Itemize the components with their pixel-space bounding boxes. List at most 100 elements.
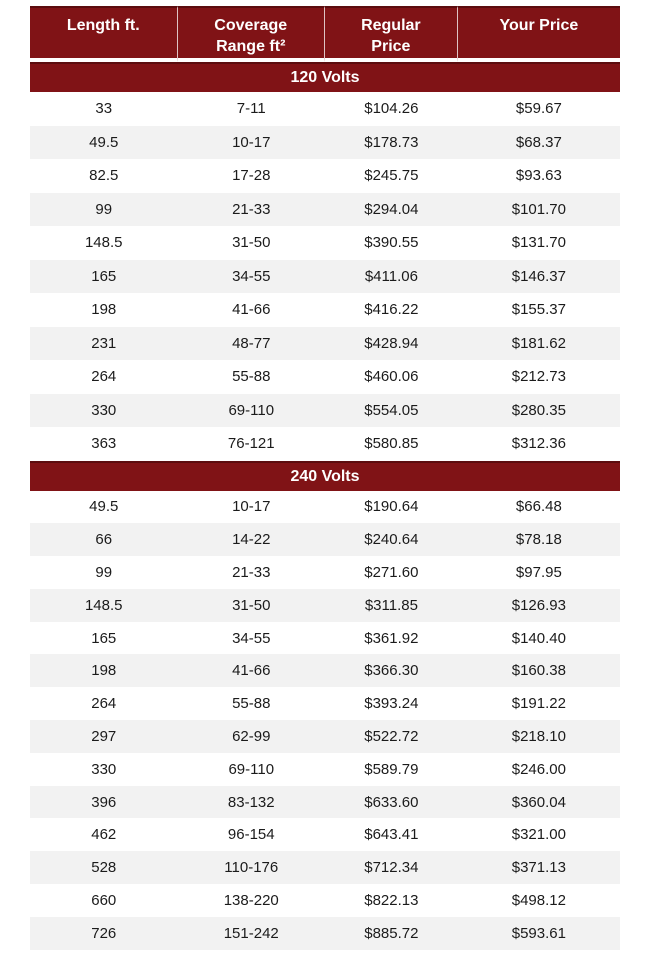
- regular-price-cell: $361.92: [364, 629, 419, 647]
- your-price-cell: $59.67: [515, 100, 562, 118]
- length-cell: 33: [95, 100, 113, 118]
- table-row: 33 7-11 $104.26 $59.67: [30, 92, 620, 126]
- table-row: 726 151-242 $885.72 $593.61: [30, 916, 620, 950]
- coverage-range-cell: 69-110: [177, 393, 325, 427]
- table-row: 165 34-55 $411.06 $146.37: [30, 259, 620, 293]
- table-row: 66 14-22 $240.64 $78.18: [30, 523, 620, 557]
- your-price-cell: $78.18: [457, 523, 620, 557]
- regular-price-cell: $245.75: [364, 167, 419, 185]
- table-row: 330 69-110 $589.79 $246.00: [30, 753, 620, 786]
- length-cell: 264: [91, 368, 117, 386]
- coverage-range-cell: 96-154: [227, 826, 275, 844]
- your-price-cell: $191.22: [511, 695, 566, 713]
- regular-price-cell: $822.13: [364, 891, 419, 909]
- length-cell: 462: [91, 826, 117, 844]
- your-price-cell: $593.61: [457, 916, 620, 950]
- length-cell: 49.5: [30, 125, 178, 159]
- regular-price-cell: $633.60: [325, 785, 458, 819]
- length-cell: 726: [30, 916, 178, 950]
- regular-price-cell: $366.30: [325, 654, 458, 688]
- length-cell: 396: [30, 785, 178, 819]
- coverage-range-cell: 138-220: [223, 891, 279, 909]
- your-price-cell: $321.00: [511, 826, 566, 844]
- your-price-cell: $66.48: [515, 498, 562, 516]
- your-price-cell: $101.70: [457, 192, 620, 226]
- regular-price-cell: $885.72: [325, 916, 458, 950]
- table-row: 165 34-55 $361.92 $140.40: [30, 622, 620, 655]
- length-cell: 330: [91, 760, 117, 778]
- coverage-range-cell: 21-33: [177, 192, 325, 226]
- section-header-row: 240 Volts: [30, 460, 620, 491]
- regular-price-cell: $712.34: [325, 851, 458, 885]
- section-title: 240 Volts: [30, 460, 620, 491]
- table-row: 462 96-154 $643.41 $321.00: [30, 818, 620, 851]
- table-row: 363 76-121 $580.85 $312.36: [30, 427, 620, 461]
- length-cell: 82.5: [89, 167, 119, 185]
- your-price-cell: $131.70: [511, 234, 566, 252]
- column-header-coverage-range: Coverage Range ft²: [177, 6, 325, 62]
- length-cell: 165: [91, 629, 117, 647]
- table-row: 49.5 10-17 $178.73 $68.37: [30, 125, 620, 159]
- coverage-range-cell: 62-99: [177, 720, 325, 753]
- table-row: 264 55-88 $393.24 $191.22: [30, 687, 620, 720]
- table-row: 99 21-33 $271.60 $97.95: [30, 556, 620, 589]
- regular-price-cell: $271.60: [364, 563, 419, 581]
- column-header-regular-price: Regular Price: [325, 6, 458, 62]
- regular-price-cell: $554.05: [325, 393, 458, 427]
- table-row: 198 41-66 $416.22 $155.37: [30, 293, 620, 327]
- coverage-range-cell: 21-33: [232, 563, 271, 581]
- regular-price-cell: $589.79: [364, 760, 419, 778]
- coverage-range-cell: 41-66: [232, 301, 271, 319]
- coverage-range-cell: 83-132: [177, 785, 325, 819]
- regular-price-cell: $190.64: [364, 498, 419, 516]
- regular-price-cell: $643.41: [364, 826, 419, 844]
- length-cell: 66: [30, 523, 178, 557]
- coverage-range-cell: 55-88: [232, 368, 271, 386]
- coverage-range-cell: 76-121: [227, 435, 275, 453]
- length-cell: 330: [30, 393, 178, 427]
- table-row: 49.5 10-17 $190.64 $66.48: [30, 491, 620, 524]
- length-cell: 231: [30, 326, 178, 360]
- length-cell: 297: [30, 720, 178, 753]
- table-row: 660 138-220 $822.13 $498.12: [30, 884, 620, 917]
- table-row: 148.5 31-50 $390.55 $131.70: [30, 226, 620, 260]
- length-cell: 99: [30, 192, 178, 226]
- regular-price-cell: $393.24: [364, 695, 419, 713]
- your-price-cell: $218.10: [457, 720, 620, 753]
- coverage-range-cell: 10-17: [177, 125, 325, 159]
- coverage-range-cell: 31-50: [177, 588, 325, 622]
- your-price-cell: $68.37: [457, 125, 620, 159]
- your-price-cell: $498.12: [511, 891, 566, 909]
- regular-price-cell: $294.04: [325, 192, 458, 226]
- length-cell: 49.5: [89, 498, 119, 516]
- regular-price-cell: $428.94: [325, 326, 458, 360]
- your-price-cell: $181.62: [457, 326, 620, 360]
- coverage-range-cell: 10-17: [232, 498, 271, 516]
- your-price-cell: $140.40: [511, 629, 566, 647]
- section-header-row: 120 Volts: [30, 62, 620, 92]
- your-price-cell: $360.04: [457, 785, 620, 819]
- your-price-cell: $246.00: [511, 760, 566, 778]
- coverage-range-cell: 110-176: [177, 851, 325, 885]
- table-row: 198 41-66 $366.30 $160.38: [30, 654, 620, 688]
- your-price-cell: $312.36: [511, 435, 566, 453]
- coverage-range-cell: 7-11: [236, 100, 266, 118]
- your-price-cell: $155.37: [511, 301, 566, 319]
- coverage-range-cell: 48-77: [177, 326, 325, 360]
- regular-price-cell: $390.55: [364, 234, 419, 252]
- regular-price-cell: $522.72: [325, 720, 458, 753]
- your-price-cell: $93.63: [515, 167, 562, 185]
- table-row: 528 110-176 $712.34 $371.13: [30, 851, 620, 885]
- coverage-range-cell: 151-242: [177, 916, 325, 950]
- coverage-range-cell: 41-66: [177, 654, 325, 688]
- coverage-range-cell: 55-88: [232, 695, 271, 713]
- coverage-range-cell: 14-22: [177, 523, 325, 557]
- regular-price-cell: $311.85: [325, 588, 458, 622]
- heating-cable-price-table: Length ft. Coverage Range ft² Regular Pr…: [30, 6, 620, 950]
- pricing-table-container: Length ft. Coverage Range ft² Regular Pr…: [30, 6, 620, 950]
- table-row: 99 21-33 $294.04 $101.70: [30, 192, 620, 226]
- regular-price-cell: $104.26: [364, 100, 419, 118]
- regular-price-cell: $460.06: [364, 368, 419, 386]
- length-cell: 660: [91, 891, 117, 909]
- coverage-range-cell: 17-28: [232, 167, 271, 185]
